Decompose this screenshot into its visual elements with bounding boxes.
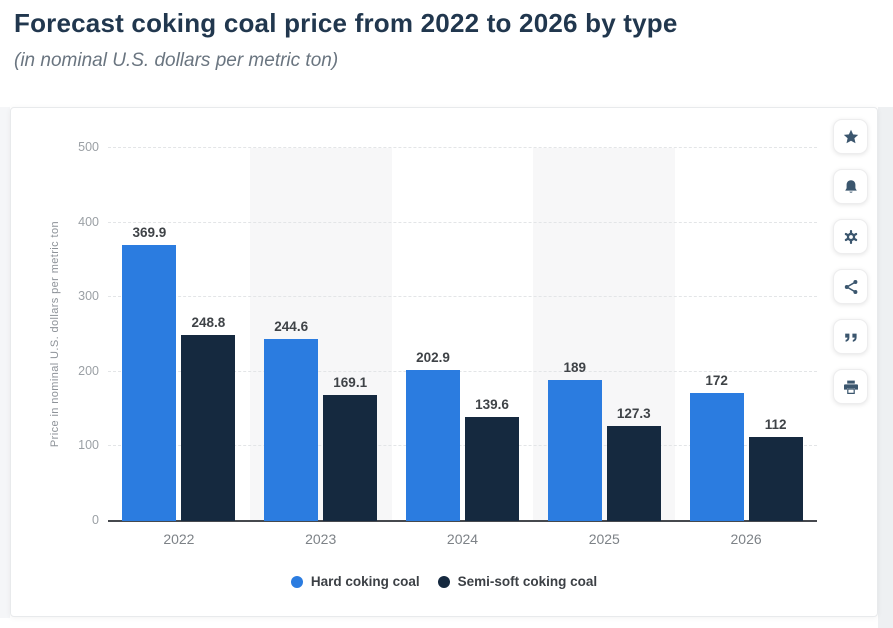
bar-group-2024: 202.9 139.6 <box>392 148 534 521</box>
legend-marker-icon <box>290 575 303 588</box>
data-label: 139.6 <box>475 396 509 412</box>
favorite-button[interactable] <box>833 119 868 154</box>
gridline <box>108 221 817 223</box>
bar-semi-soft-coking-coal-2022[interactable]: 248.8 <box>181 315 236 521</box>
data-label: 189 <box>563 360 587 376</box>
x-axis-labels: 2022 2023 2024 2025 2026 <box>108 531 817 547</box>
bar-hard-coking-coal-2022[interactable]: 369.9 <box>122 225 177 521</box>
data-label: 248.8 <box>191 315 226 331</box>
y-axis-title: Price in nominal U.S. dollars per metric… <box>49 221 61 448</box>
bar-semi-soft-coking-coal-2025[interactable]: 127.3 <box>606 406 661 521</box>
bar-group-2022: 369.9 248.8 <box>108 148 250 521</box>
chart-toolbar <box>833 119 868 404</box>
x-tick-label-2026: 2026 <box>730 531 762 547</box>
bar-group-2025: 189 127.3 <box>533 148 675 521</box>
bar-group-2023: 244.6 169.1 <box>250 148 392 521</box>
share-icon <box>843 279 859 295</box>
bar-hard-coking-coal-2024[interactable]: 202.9 <box>405 350 460 521</box>
x-tick-label-2022: 2022 <box>163 531 195 547</box>
data-label: 369.9 <box>132 225 167 241</box>
page-subtitle: (in nominal U.S. dollars per metric ton) <box>14 50 339 71</box>
chart-legend: Hard coking coal Semi-soft coking coal <box>11 574 877 589</box>
bar-group-2026: 172 112 <box>675 148 817 521</box>
bar-semi-soft-coking-coal-2023[interactable]: 169.1 <box>323 375 378 521</box>
data-label: 172 <box>705 372 728 388</box>
print-icon <box>843 379 859 395</box>
y-tick-label: 100 <box>78 438 99 453</box>
data-label: 169.1 <box>333 374 368 390</box>
x-axis-line <box>108 520 817 522</box>
settings-button[interactable] <box>833 219 868 254</box>
data-label: 112 <box>764 417 787 433</box>
alert-button[interactable] <box>833 169 868 204</box>
gridline <box>108 370 817 372</box>
x-tick-label-2023: 2023 <box>305 531 337 547</box>
legend-label: Semi-soft coking coal <box>457 574 598 589</box>
share-button[interactable] <box>833 269 868 304</box>
bell-icon <box>843 179 859 195</box>
plot-area: 369.9 248.8 244.6 169.1 202.9 139.6 189 127.3 17… <box>108 147 817 522</box>
y-tick-label: 0 <box>92 513 99 527</box>
gridline <box>108 445 817 447</box>
y-tick-label: 300 <box>78 289 99 304</box>
bar-semi-soft-coking-coal-2026[interactable]: 112 <box>748 417 803 521</box>
x-tick-label-2024: 2024 <box>446 531 479 547</box>
bar-semi-soft-coking-coal-2024[interactable]: 139.6 <box>464 397 519 521</box>
y-axis-ticks: 0 100 200 300 400 500 <box>63 140 99 527</box>
legend-marker-icon <box>437 575 450 588</box>
bar-hard-coking-coal-2026[interactable]: 172 <box>689 373 744 521</box>
bar-hard-coking-coal-2025[interactable]: 189 <box>547 360 602 521</box>
data-label: 202.9 <box>416 349 450 365</box>
page-background-strip-left <box>0 107 10 618</box>
y-tick-label: 200 <box>78 363 99 378</box>
star-icon <box>843 129 859 145</box>
bar-groups: 369.9 248.8 244.6 169.1 202.9 139.6 189 127.3 17… <box>108 148 817 521</box>
cite-button[interactable] <box>833 319 868 354</box>
legend-item-hard-coking-coal[interactable]: Hard coking coal <box>290 574 420 589</box>
print-button[interactable] <box>833 369 868 404</box>
y-tick-label: 400 <box>78 214 99 229</box>
y-tick-label: 500 <box>78 140 99 154</box>
data-label: 127.3 <box>616 406 651 422</box>
bar-hard-coking-coal-2023[interactable]: 244.6 <box>264 319 319 521</box>
data-label: 244.6 <box>274 318 309 334</box>
page-title: Forecast coking coal price from 2022 to … <box>14 8 678 38</box>
legend-item-semi-soft-coking-coal[interactable]: Semi-soft coking coal <box>437 574 598 589</box>
gridline <box>108 147 817 148</box>
legend-label: Hard coking coal <box>310 574 420 589</box>
quote-icon <box>843 329 859 345</box>
x-tick-label-2025: 2025 <box>588 531 620 547</box>
gear-icon <box>843 229 859 245</box>
gridline <box>108 296 817 298</box>
page-background-strip-right <box>878 107 893 628</box>
chart-card: Price in nominal U.S. dollars per metric… <box>10 107 878 617</box>
